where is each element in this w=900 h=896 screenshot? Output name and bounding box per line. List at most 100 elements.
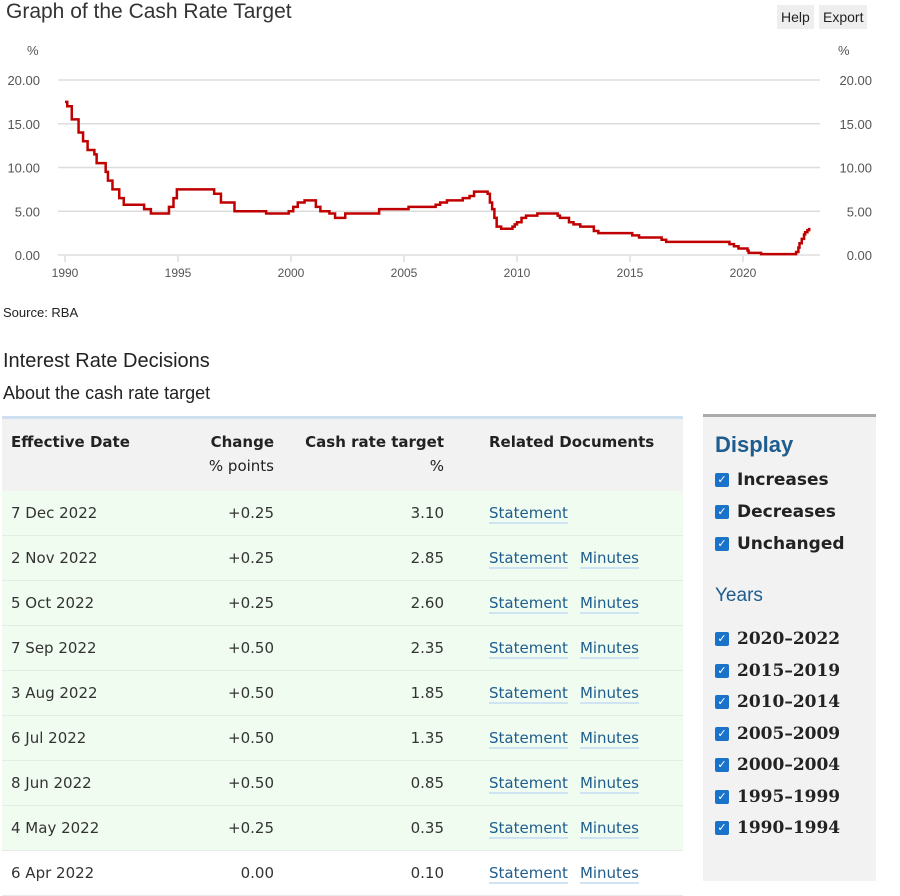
- row-change: +0.50: [228, 684, 274, 702]
- row-date: 7 Sep 2022: [11, 639, 97, 657]
- statement-link[interactable]: Statement: [489, 684, 568, 704]
- table-row: 8 Jun 2022 +0.50 0.85 Statement Minutes: [2, 761, 683, 806]
- row-change: +0.50: [228, 774, 274, 792]
- checkbox-2015-2019[interactable]: ✓ 2015–2019: [715, 661, 840, 681]
- checkbox-icon[interactable]: ✓: [715, 758, 729, 772]
- graph-title: Graph of the Cash Rate Target: [6, 0, 292, 23]
- statement-link[interactable]: Statement: [489, 639, 568, 659]
- checkbox-label: Increases: [737, 470, 829, 490]
- table-header: Effective Date Change % points Cash rate …: [2, 419, 683, 491]
- checkbox-2000-2004[interactable]: ✓ 2000–2004: [715, 755, 840, 775]
- row-rate: 1.35: [410, 729, 444, 747]
- checkbox-label: Unchanged: [737, 534, 845, 554]
- row-date: 8 Jun 2022: [11, 774, 92, 792]
- row-rate: 2.60: [410, 594, 444, 612]
- row-change: +0.25: [228, 819, 274, 837]
- row-date: 6 Apr 2022: [11, 864, 95, 882]
- checkbox-icon[interactable]: ✓: [715, 695, 729, 709]
- y-tick-label-left: 20.00: [7, 73, 40, 88]
- y-tick-label-right: 10.00: [839, 161, 872, 176]
- checkbox-label: Decreases: [737, 502, 836, 522]
- export-button[interactable]: Export: [819, 5, 868, 29]
- statement-link[interactable]: Statement: [489, 819, 568, 839]
- y-tick-label-left: 15.00: [7, 117, 40, 132]
- y-tick-label-right: 20.00: [839, 73, 872, 88]
- section-title: Interest Rate Decisions: [3, 350, 210, 372]
- header-change-label: Change: [210, 433, 274, 451]
- cash-rate-series-line: [65, 100, 811, 256]
- checkbox-icon[interactable]: ✓: [715, 663, 729, 678]
- x-tick-label: 2005: [391, 266, 418, 280]
- checkbox-label: 2000–2004: [737, 755, 841, 775]
- row-docs: Statement Minutes: [489, 684, 651, 704]
- header-date: Effective Date: [11, 433, 130, 451]
- header-rate-unit: %: [429, 457, 444, 475]
- checkbox-label: 1995–1999: [737, 786, 841, 807]
- about-cash-rate-link[interactable]: About the cash rate target: [3, 383, 211, 403]
- statement-link[interactable]: Statement: [489, 594, 568, 614]
- row-change: +0.25: [228, 549, 274, 567]
- chart-source: Source: RBA: [3, 305, 79, 320]
- row-docs: Statement Minutes: [489, 639, 651, 659]
- checkbox-label: 1990–1994: [737, 818, 841, 838]
- minutes-link[interactable]: Minutes: [579, 549, 639, 569]
- cash-rate-chart: % % 0.00 0.00 5.00 5.00 10.00 10.00 15.00 15.00 20…: [7, 43, 872, 280]
- checkbox-icon[interactable]: ✓: [715, 726, 729, 741]
- filter-panel: Display ✓ Increases ✓ Decreases ✓ Unchanged Y…: [703, 414, 876, 881]
- row-rate: 0.85: [410, 774, 444, 792]
- y-tick-label-left: 10.00: [7, 161, 40, 176]
- display-title: Display: [715, 432, 794, 457]
- row-docs: Statement Minutes: [489, 774, 651, 794]
- minutes-link[interactable]: Minutes: [579, 819, 639, 839]
- checkbox-icon[interactable]: ✓: [715, 505, 729, 519]
- x-tick-label: 2010: [504, 266, 531, 280]
- y-tick-label-right: 0.00: [847, 248, 872, 263]
- row-rate: 2.85: [410, 549, 444, 567]
- y-tick-label-left: 0.00: [15, 248, 40, 263]
- help-button[interactable]: Help: [777, 5, 814, 29]
- checkbox-unchanged[interactable]: ✓ Unchanged: [715, 534, 845, 554]
- x-tick-label: 2020: [730, 266, 757, 280]
- checkbox-decreases[interactable]: ✓ Decreases: [715, 502, 836, 522]
- x-tick-label: 1990: [52, 266, 79, 280]
- row-docs: Statement Minutes: [489, 549, 651, 569]
- statement-link[interactable]: Statement: [489, 504, 568, 524]
- header-rate: Cash rate target%: [305, 433, 444, 475]
- row-date: 3 Aug 2022: [11, 684, 98, 702]
- row-date: 2 Nov 2022: [11, 549, 98, 567]
- minutes-link[interactable]: Minutes: [579, 639, 639, 659]
- row-rate: 0.10: [410, 864, 444, 882]
- checkbox-increases[interactable]: ✓ Increases: [715, 470, 829, 490]
- checkbox-1995-1999[interactable]: ✓ 1995–1999: [715, 787, 840, 807]
- y-tick-label-right: 5.00: [847, 204, 872, 219]
- checkbox-icon[interactable]: ✓: [715, 789, 729, 804]
- table-row: 3 Aug 2022 +0.50 1.85 Statement Minutes: [2, 671, 683, 716]
- checkbox-2020-2022[interactable]: ✓ 2020–2022: [715, 629, 840, 649]
- statement-link[interactable]: Statement: [489, 864, 568, 884]
- checkbox-1990-1994[interactable]: ✓ 1990–1994: [715, 818, 840, 838]
- minutes-link[interactable]: Minutes: [579, 684, 639, 704]
- statement-link[interactable]: Statement: [489, 549, 568, 569]
- minutes-link[interactable]: Minutes: [579, 594, 639, 614]
- checkbox-label: 2005–2009: [737, 723, 841, 744]
- minutes-link[interactable]: Minutes: [579, 729, 639, 749]
- header-rate-label: Cash rate target: [305, 433, 444, 451]
- row-rate: 3.10: [410, 504, 444, 522]
- minutes-link[interactable]: Minutes: [579, 864, 639, 884]
- minutes-link[interactable]: Minutes: [579, 774, 639, 794]
- checkbox-icon[interactable]: ✓: [715, 537, 729, 551]
- header-change: Change % points: [209, 433, 274, 475]
- y-axis-label-right: %: [838, 43, 850, 58]
- row-docs: Statement Minutes: [489, 594, 651, 614]
- checkbox-2005-2009[interactable]: ✓ 2005–2009: [715, 724, 840, 744]
- statement-link[interactable]: Statement: [489, 774, 568, 794]
- row-docs: Statement: [489, 504, 580, 524]
- checkbox-2010-2014[interactable]: ✓ 2010–2014: [715, 692, 840, 712]
- checkbox-icon[interactable]: ✓: [715, 473, 729, 487]
- y-tick-label-right: 15.00: [839, 117, 872, 132]
- checkbox-icon[interactable]: ✓: [715, 821, 729, 835]
- checkbox-icon[interactable]: ✓: [715, 632, 729, 646]
- x-tick-label: 1995: [165, 266, 192, 280]
- checkbox-label: 2020–2022: [737, 629, 841, 649]
- statement-link[interactable]: Statement: [489, 729, 568, 749]
